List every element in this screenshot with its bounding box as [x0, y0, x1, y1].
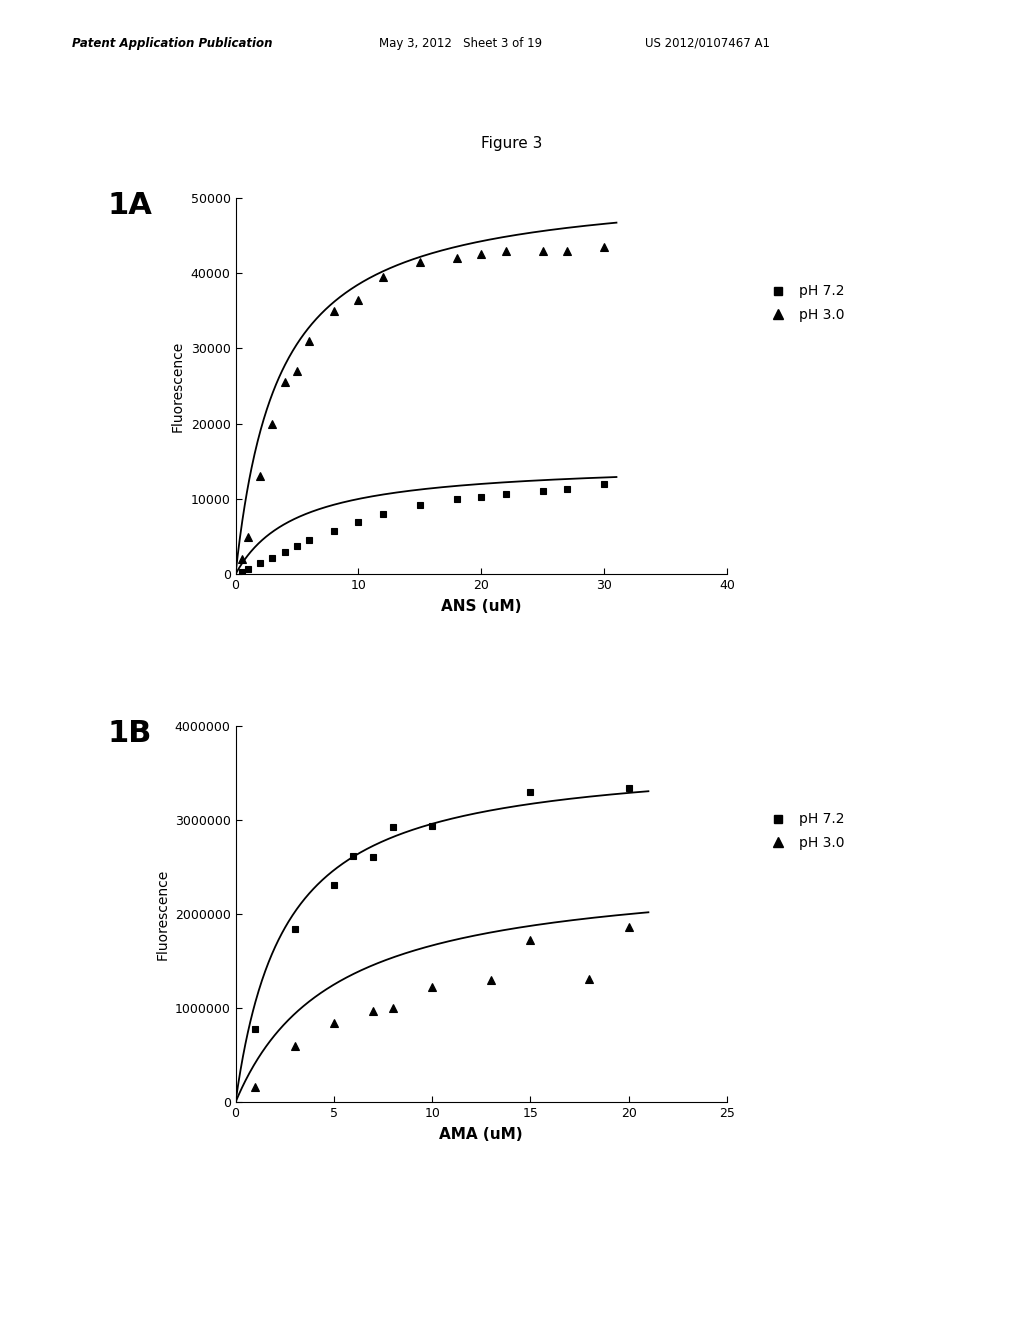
X-axis label: AMA (uM): AMA (uM) [439, 1127, 523, 1142]
Legend: pH 7.2, pH 3.0: pH 7.2, pH 3.0 [759, 279, 850, 327]
Y-axis label: Fluorescence: Fluorescence [156, 869, 169, 960]
Text: Patent Application Publication: Patent Application Publication [72, 37, 272, 50]
Text: US 2012/0107467 A1: US 2012/0107467 A1 [645, 37, 770, 50]
Text: 1A: 1A [108, 191, 153, 220]
Y-axis label: Fluorescence: Fluorescence [171, 341, 185, 432]
Text: 1B: 1B [108, 719, 152, 748]
Text: May 3, 2012   Sheet 3 of 19: May 3, 2012 Sheet 3 of 19 [379, 37, 542, 50]
Legend: pH 7.2, pH 3.0: pH 7.2, pH 3.0 [759, 807, 850, 855]
X-axis label: ANS (uM): ANS (uM) [441, 599, 521, 614]
Text: Figure 3: Figure 3 [481, 136, 543, 150]
